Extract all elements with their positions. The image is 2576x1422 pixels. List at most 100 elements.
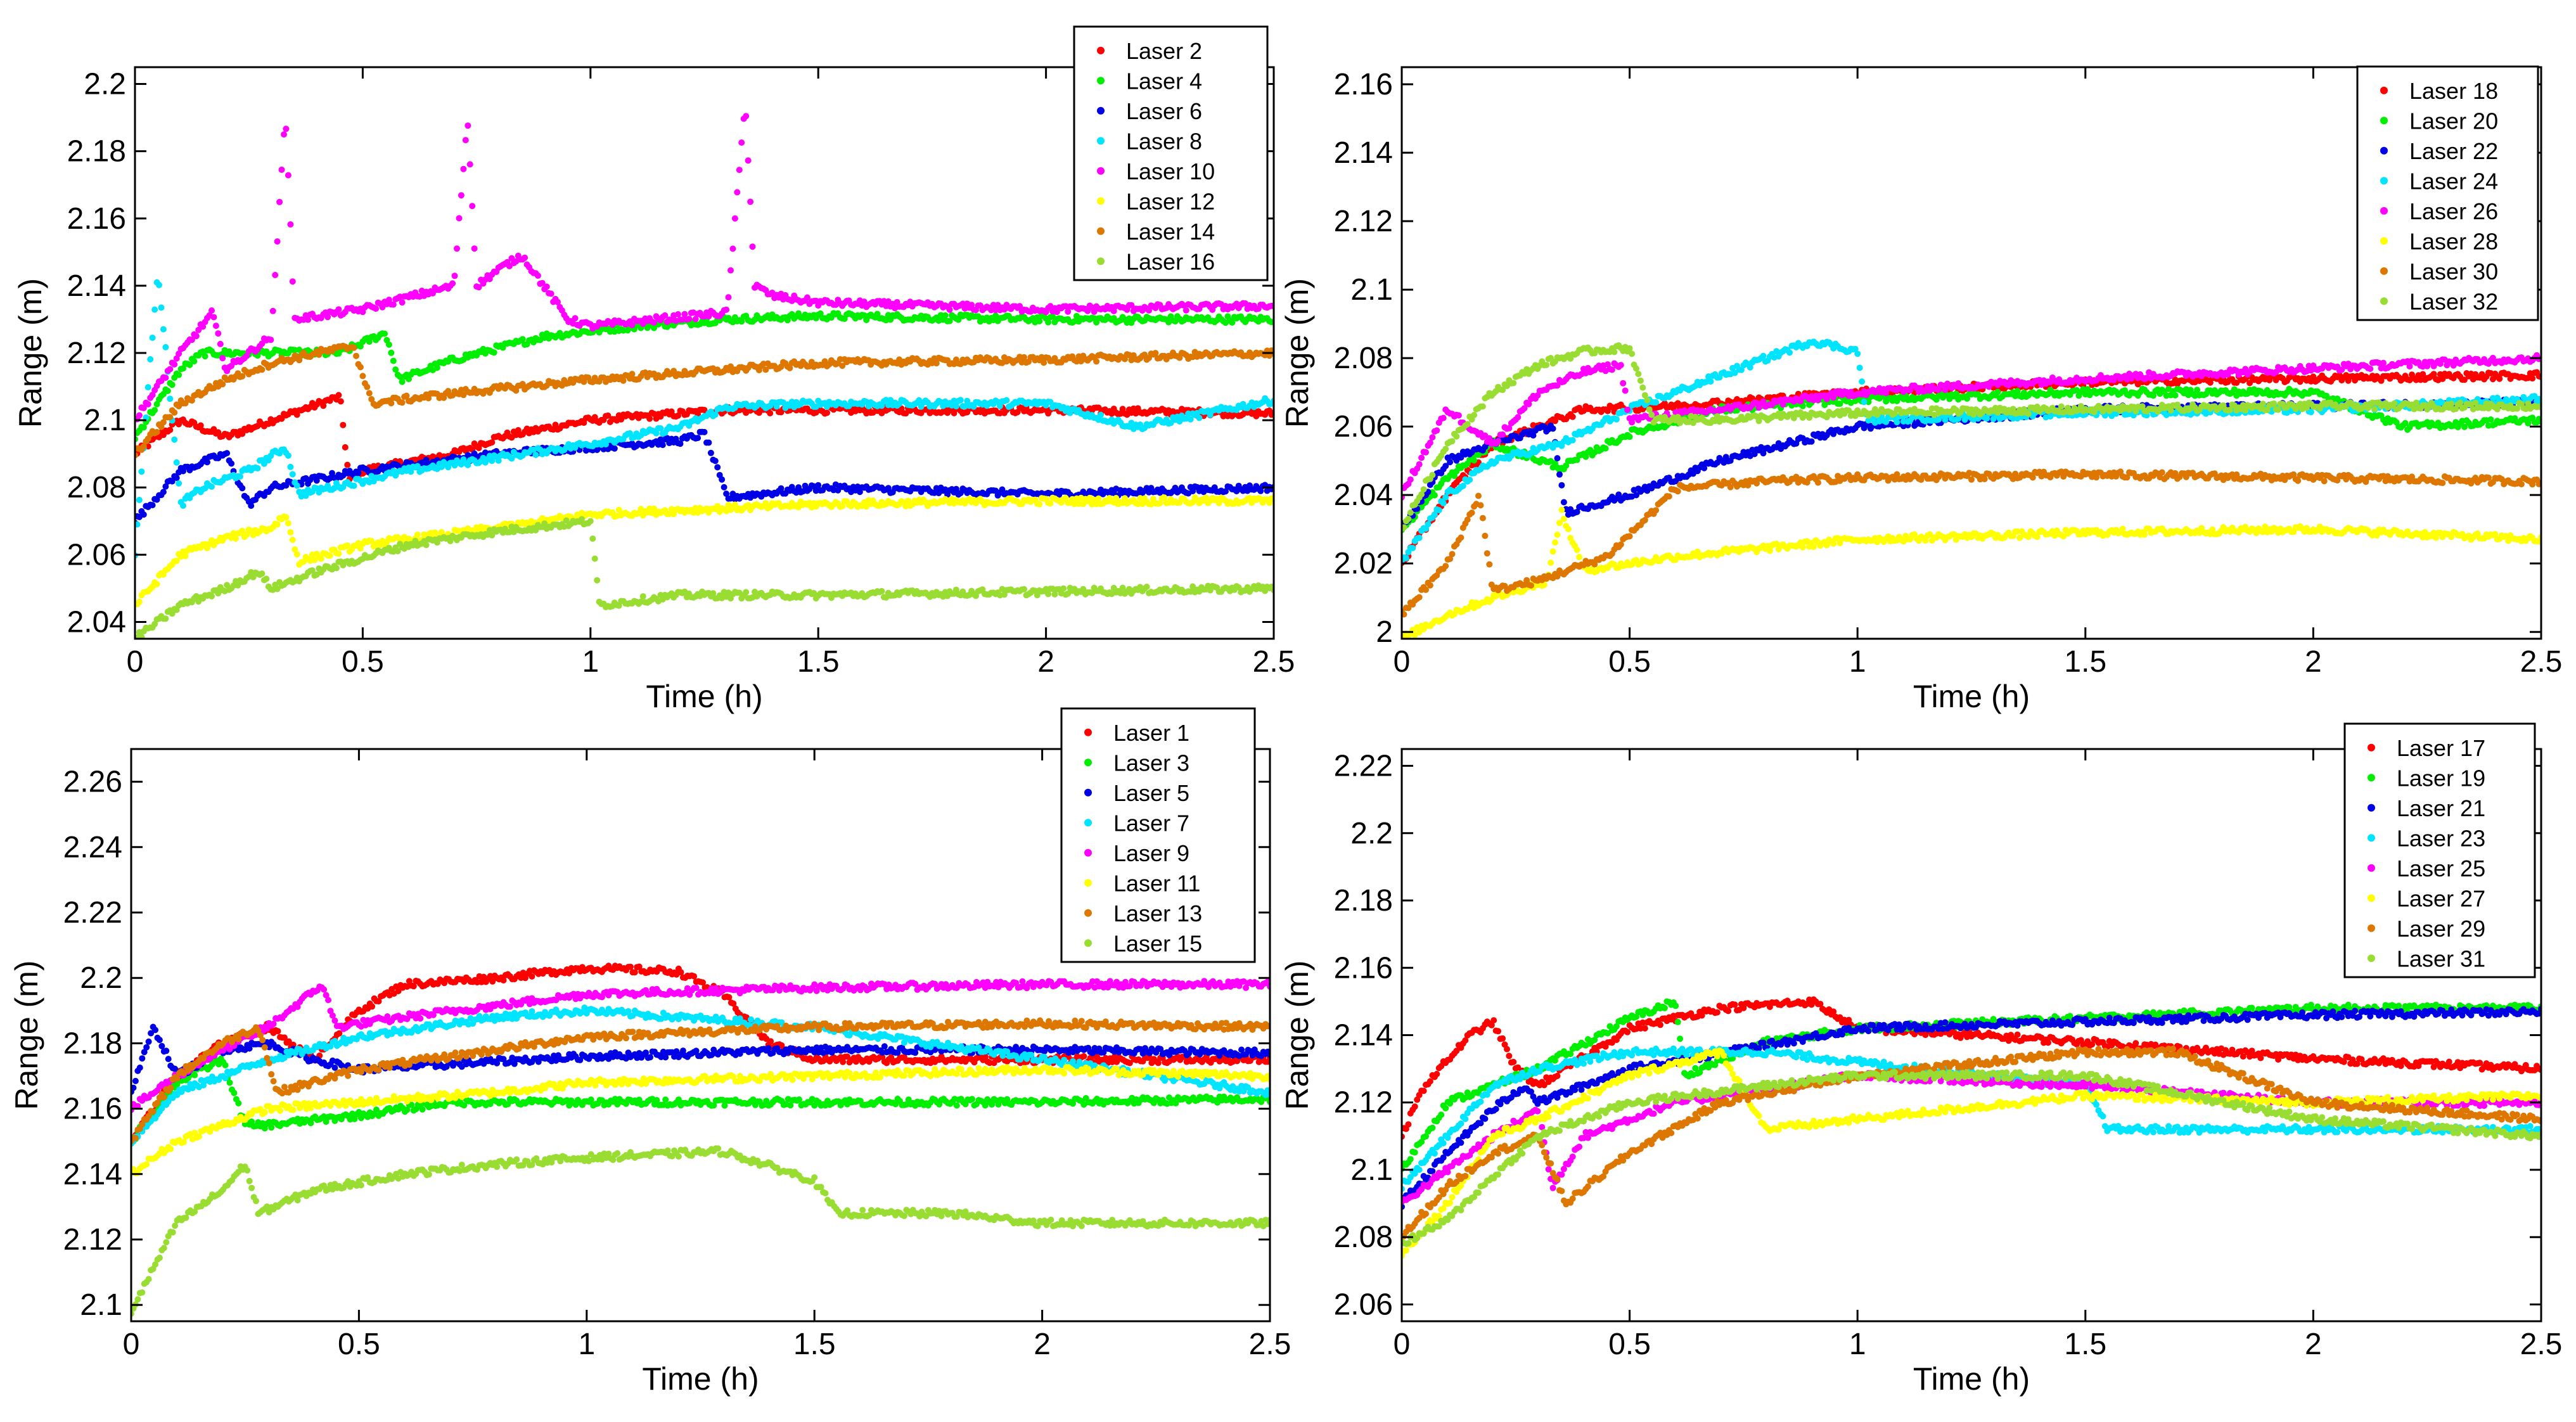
data-point [342,444,349,451]
x-tick-label: 0 [127,645,144,679]
data-point [210,314,217,321]
data-point [224,450,231,457]
data-point [548,290,554,297]
data-point [1222,488,1229,495]
data-point [594,577,601,584]
data-point [164,387,171,394]
data-point [747,198,754,205]
data-point [144,400,151,407]
data-point [278,415,285,422]
data-point [1045,319,1052,326]
data-point [489,439,496,446]
data-point [534,272,541,279]
data-point [1569,413,1576,420]
data-point [278,166,285,173]
data-point [397,373,404,380]
data-point [228,460,235,467]
data-point [357,364,364,371]
data-point [197,422,204,429]
data-point [659,442,666,449]
data-point [289,278,296,285]
data-point [677,440,684,447]
data-point [532,451,539,458]
data-point [738,318,745,325]
data-point [734,189,741,196]
data-point [414,531,421,538]
data-point [320,402,327,409]
data-point [149,502,156,509]
data-point [1161,494,1168,501]
y-tick-label: 2.16 [67,202,126,236]
data-point [1471,457,1478,464]
data-point [287,529,294,535]
data-point [1189,488,1196,495]
data-point [182,553,189,560]
data-point [942,312,949,319]
data-point [522,254,529,261]
data-point [167,414,174,421]
data-point [1093,358,1100,365]
data-point [167,366,174,373]
data-point [259,366,266,373]
data-point [686,316,693,323]
legend-entry: Laser 12 [1126,188,1215,214]
data-point [423,542,430,549]
data-point [333,565,340,572]
data-point [946,306,953,313]
data-point [259,570,266,577]
data-point [208,307,215,314]
series-laser-8 [135,279,1274,559]
data-point [1098,411,1104,418]
data-point [335,550,342,557]
data-point [587,518,594,525]
x-tick-label: 2 [1037,645,1054,679]
data-point [208,593,215,599]
data-point [749,243,756,250]
data-point [1229,319,1236,326]
data-point [357,343,364,350]
data-point [239,430,246,437]
series-laser-4 [135,310,1274,443]
data-point [466,161,473,168]
data-point [727,267,734,274]
y-tick-label: 2.12 [67,336,126,370]
data-point [449,280,456,287]
data-point [731,215,738,222]
data-point [293,482,300,489]
data-point [274,238,281,245]
data-point [605,412,612,419]
data-point [202,353,208,360]
data-point [795,484,802,491]
data-point [180,365,186,372]
data-point [149,335,156,341]
data-point [390,301,397,308]
data-point [611,445,618,452]
data-point [725,294,732,301]
data-point [176,480,183,487]
data-point [180,503,186,509]
legend-entry: Laser 8 [1126,128,1202,154]
data-point [388,400,395,407]
data-point [399,299,406,306]
data-point [171,436,178,443]
data-point [239,485,246,492]
data-point [350,482,357,489]
y-tick-label: 2.18 [67,135,126,169]
data-point [143,414,150,421]
data-point [140,424,147,431]
series-laser-2 [135,392,1274,483]
data-point [701,428,708,435]
data-point [283,514,290,521]
data-point [173,459,180,466]
y-tick-label: 2.1 [84,404,126,437]
data-point [381,330,388,337]
data-point [462,137,469,144]
data-point [144,384,151,391]
data-point [1431,492,1438,499]
data-point [272,272,279,278]
series-laser-16 [135,516,1274,639]
data-point [460,165,467,172]
data-point [399,399,406,406]
data-point [160,489,167,496]
